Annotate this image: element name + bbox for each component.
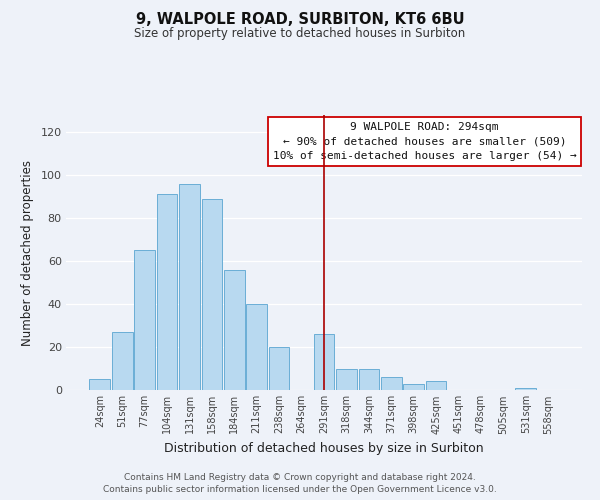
Text: 9 WALPOLE ROAD: 294sqm
← 90% of detached houses are smaller (509)
10% of semi-de: 9 WALPOLE ROAD: 294sqm ← 90% of detached… <box>273 122 577 160</box>
Bar <box>403 384 424 390</box>
Bar <box>247 304 267 390</box>
Bar <box>359 368 379 390</box>
Y-axis label: Number of detached properties: Number of detached properties <box>21 160 34 346</box>
Bar <box>269 347 289 390</box>
Bar <box>112 332 133 390</box>
Bar <box>202 199 222 390</box>
Bar <box>381 377 401 390</box>
Text: 9, WALPOLE ROAD, SURBITON, KT6 6BU: 9, WALPOLE ROAD, SURBITON, KT6 6BU <box>136 12 464 28</box>
Text: Contains public sector information licensed under the Open Government Licence v3: Contains public sector information licen… <box>103 486 497 494</box>
Bar <box>157 194 178 390</box>
Bar <box>224 270 245 390</box>
Bar <box>134 250 155 390</box>
Text: Contains HM Land Registry data © Crown copyright and database right 2024.: Contains HM Land Registry data © Crown c… <box>124 473 476 482</box>
X-axis label: Distribution of detached houses by size in Surbiton: Distribution of detached houses by size … <box>164 442 484 455</box>
Bar <box>89 380 110 390</box>
Bar <box>426 382 446 390</box>
Text: Size of property relative to detached houses in Surbiton: Size of property relative to detached ho… <box>134 28 466 40</box>
Bar <box>336 368 357 390</box>
Bar <box>515 388 536 390</box>
Bar <box>179 184 200 390</box>
Bar <box>314 334 334 390</box>
